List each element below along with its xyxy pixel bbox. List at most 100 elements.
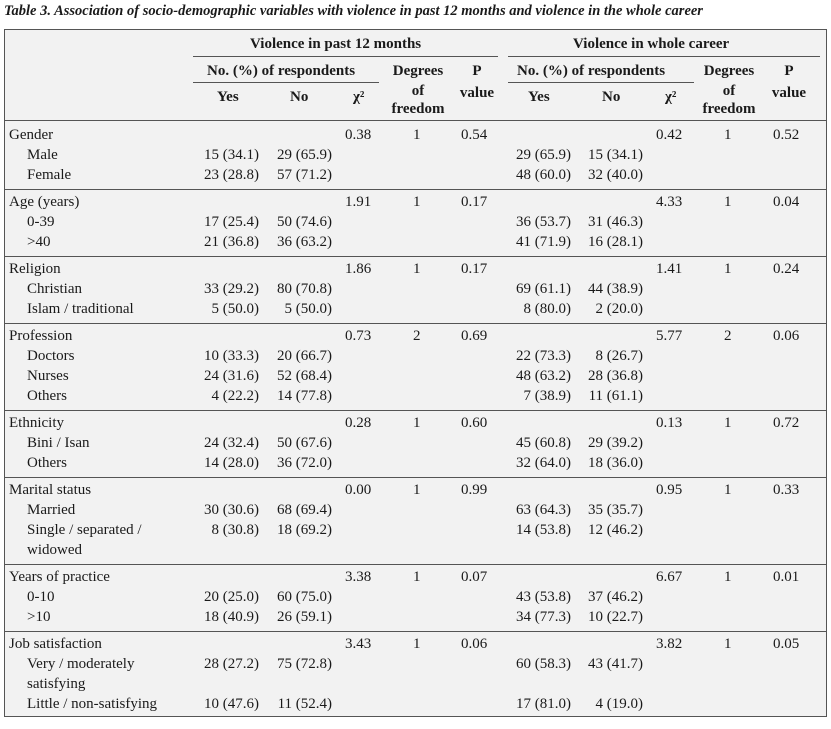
row-label: satisfying	[27, 676, 86, 692]
chi-square-b: 0.42	[656, 127, 683, 143]
career-no-cell: 16 (28.1)	[588, 234, 643, 250]
dof-header-b-line3: freedom	[702, 101, 756, 117]
past-12-yes-cell: 33 (29.2)	[204, 281, 259, 297]
past-12-no-cell: 75 (72.8)	[277, 656, 332, 672]
degrees-of-freedom-b: 1	[724, 194, 732, 210]
past-12-yes-cell: 21 (36.8)	[204, 234, 259, 250]
degrees-of-freedom-a: 1	[413, 569, 421, 585]
respondents-header-a: No. (%) of respondents	[207, 63, 356, 79]
past-12-no-cell: 20 (66.7)	[277, 348, 332, 364]
degrees-of-freedom-a: 1	[413, 636, 421, 652]
degrees-of-freedom-a: 1	[413, 194, 421, 210]
group-divider	[5, 477, 826, 478]
chi-square-b: 1.41	[656, 261, 683, 277]
table-frame: Violence in past 12 months Violence in w…	[4, 29, 827, 717]
p-value-a: 0.17	[461, 194, 488, 210]
p-value-b: 0.52	[773, 127, 800, 143]
p-value-a: 0.60	[461, 415, 488, 431]
degrees-of-freedom-b: 1	[724, 415, 732, 431]
row-label: Bini / Isan	[27, 435, 90, 451]
chi-square-a: 0.00	[345, 482, 372, 498]
p-value-header-a: P value	[455, 62, 499, 102]
career-yes-cell: 32 (64.0)	[516, 455, 571, 471]
p-value-b: 0.33	[773, 482, 800, 498]
career-yes-cell: 60 (58.3)	[516, 656, 571, 672]
past-12-yes-cell: 10 (33.3)	[204, 348, 259, 364]
past-12-yes-cell: 17 (25.4)	[204, 214, 259, 230]
row-label: Little / non-satisfying	[27, 696, 157, 712]
chi-square-b: 0.13	[656, 415, 683, 431]
career-no-cell: 18 (36.0)	[588, 455, 643, 471]
career-no-cell: 4 (19.0)	[595, 696, 644, 712]
group-divider	[5, 631, 826, 632]
career-no-cell: 10 (22.7)	[588, 609, 643, 625]
p-value-b: 0.01	[773, 569, 800, 585]
p-header-a-line2: value	[459, 85, 495, 101]
row-label: 0-10	[27, 589, 55, 605]
respondents-a-underline	[193, 82, 379, 83]
career-yes-cell: 8 (80.0)	[523, 301, 572, 317]
past-12-no-cell: 26 (59.1)	[277, 609, 332, 625]
career-no-cell: 28 (36.8)	[588, 368, 643, 384]
row-label: Single / separated /	[27, 522, 142, 538]
career-no-cell: 31 (46.3)	[588, 214, 643, 230]
career-yes-cell: 48 (60.0)	[516, 167, 571, 183]
degrees-of-freedom-b: 1	[724, 261, 732, 277]
p-header-b-line2: value	[771, 85, 807, 101]
past-12-no-cell: 60 (75.0)	[277, 589, 332, 605]
past-12-yes-cell: 15 (34.1)	[204, 147, 259, 163]
career-yes-cell: 43 (53.8)	[516, 589, 571, 605]
degrees-of-freedom-b: 1	[724, 127, 732, 143]
career-yes-cell: 45 (60.8)	[516, 435, 571, 451]
career-no-cell: 8 (26.7)	[595, 348, 644, 364]
p-value-a: 0.17	[461, 261, 488, 277]
respondents-b-underline	[508, 82, 694, 83]
yes-header-b: Yes	[528, 89, 550, 105]
past-12-no-cell: 57 (71.2)	[277, 167, 332, 183]
past-12-yes-cell: 18 (40.9)	[204, 609, 259, 625]
degrees-of-freedom-a: 1	[413, 261, 421, 277]
row-label: Others	[27, 455, 67, 471]
p-value-b: 0.04	[773, 194, 800, 210]
group-label: Age (years)	[9, 194, 80, 210]
table-caption: Table 3. Association of socio-demographi…	[4, 3, 703, 19]
past-12-no-cell: 36 (63.2)	[277, 234, 332, 250]
group-label: Profession	[9, 328, 73, 344]
chi-square-a: 3.38	[345, 569, 372, 585]
p-header-a-line1: P	[472, 63, 482, 79]
row-label: widowed	[27, 542, 82, 558]
group-header-past-12-months: Violence in past 12 months	[250, 36, 422, 52]
career-no-cell: 12 (46.2)	[588, 522, 643, 538]
career-yes-cell: 29 (65.9)	[516, 147, 571, 163]
chi-header-a: χ²	[353, 89, 365, 105]
past-12-yes-cell: 5 (50.0)	[211, 301, 260, 317]
past-12-yes-cell: 20 (25.0)	[204, 589, 259, 605]
p-value-b: 0.05	[773, 636, 800, 652]
p-value-a: 0.06	[461, 636, 488, 652]
row-label: 0-39	[27, 214, 55, 230]
past-12-yes-cell: 14 (28.0)	[204, 455, 259, 471]
chi-square-b: 6.67	[656, 569, 683, 585]
dof-header-a-line2: of	[411, 83, 425, 99]
career-no-cell: 35 (35.7)	[588, 502, 643, 518]
group-label: Gender	[9, 127, 54, 143]
career-yes-cell: 34 (77.3)	[516, 609, 571, 625]
p-value-b: 0.06	[773, 328, 800, 344]
past-12-no-cell: 50 (74.6)	[277, 214, 332, 230]
past-12-no-cell: 5 (50.0)	[284, 301, 333, 317]
chi-square-b: 5.77	[656, 328, 683, 344]
career-no-cell: 43 (41.7)	[588, 656, 643, 672]
past-12-yes-cell: 24 (31.6)	[204, 368, 259, 384]
group-divider	[5, 323, 826, 324]
chi-square-a: 3.43	[345, 636, 372, 652]
chi-header-b: χ²	[665, 89, 677, 105]
past-12-no-cell: 50 (67.6)	[277, 435, 332, 451]
row-label: Very / moderately	[27, 656, 135, 672]
p-value-a: 0.54	[461, 127, 488, 143]
p-value-a: 0.99	[461, 482, 488, 498]
chi-square-a: 0.38	[345, 127, 372, 143]
row-label: >40	[27, 234, 51, 250]
career-yes-cell: 69 (61.1)	[516, 281, 571, 297]
group-divider	[5, 256, 826, 257]
row-label: Married	[27, 502, 76, 518]
